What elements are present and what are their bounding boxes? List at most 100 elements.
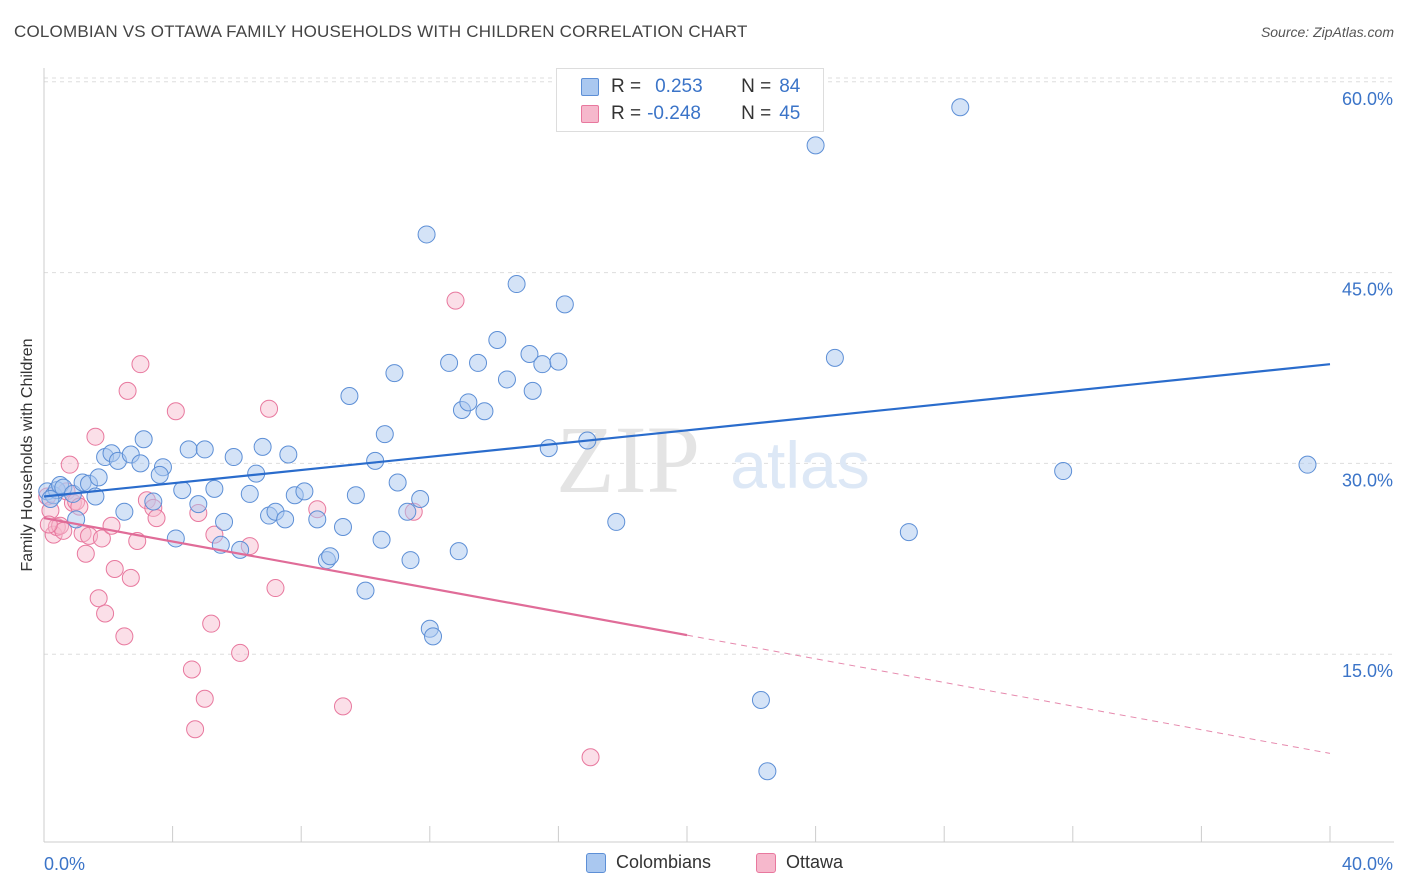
colombians-point	[388, 473, 407, 492]
r-value: -0.248	[647, 103, 701, 124]
colombians-point	[166, 529, 185, 548]
y-tick-label: 45.0%	[1342, 280, 1393, 300]
colombians-point	[497, 370, 516, 389]
n-value: 84	[779, 76, 801, 97]
colombians-point	[253, 437, 272, 456]
ottawa-swatch	[756, 852, 776, 873]
colombians-point	[507, 275, 526, 294]
y-tick-label: 60.0%	[1342, 89, 1393, 109]
ottawa-point	[60, 455, 79, 474]
ottawa-point	[131, 355, 150, 374]
colombians-point	[401, 551, 420, 570]
ottawa-swatch	[581, 105, 599, 123]
colombians-point	[539, 439, 558, 458]
y-tick-label: 30.0%	[1342, 470, 1393, 490]
colombians-point	[356, 581, 375, 600]
ottawa-points	[38, 291, 600, 767]
ottawa-trend-extension	[686, 634, 1331, 754]
ottawa-point	[186, 720, 205, 739]
colombians-trend-line	[43, 363, 1331, 498]
ottawa-point	[147, 509, 166, 528]
legend-item-ottawa: Ottawa	[756, 852, 843, 873]
colombians-point	[806, 136, 825, 155]
stats-row-ottawa: R = -0.248 N = 45	[581, 102, 800, 126]
colombians-point	[751, 690, 770, 709]
colombians-swatch	[586, 852, 606, 873]
ottawa-point	[333, 697, 352, 716]
colombians-point	[276, 510, 295, 529]
ottawa-point	[92, 529, 111, 548]
axes	[43, 68, 1394, 843]
colombians-point	[899, 523, 918, 542]
colombians-point	[205, 479, 224, 498]
colombians-point	[144, 492, 163, 511]
colombians-point	[1298, 455, 1317, 474]
trend-lines	[43, 363, 1331, 754]
colombians-point	[308, 510, 327, 529]
colombians-point	[440, 353, 459, 372]
r-label: R =	[611, 103, 642, 124]
watermark-zip: ZIP	[556, 406, 700, 513]
ottawa-point	[182, 660, 201, 679]
chart-title: COLOMBIAN VS OTTAWA FAMILY HOUSEHOLDS WI…	[14, 22, 748, 41]
colombians-point	[555, 295, 574, 314]
colombians-point	[758, 762, 777, 781]
colombians-point	[134, 430, 153, 449]
colombians-point	[295, 482, 314, 501]
ottawa-point	[86, 427, 105, 446]
colombians-point	[333, 518, 352, 536]
x-tick-label: 0.0%	[44, 854, 85, 874]
colombians-swatch	[581, 78, 599, 96]
axis-tick-labels: 15.0% 30.0% 45.0% 60.0% 0.0% 40.0%	[44, 89, 1393, 874]
stats-row-colombians: R = 0.253 N = 84	[581, 75, 800, 99]
watermark-atlas: atlas	[730, 428, 869, 502]
ottawa-point	[195, 689, 214, 708]
colombians-point	[417, 225, 436, 244]
colombians-point	[340, 386, 359, 405]
y-tick-label: 15.0%	[1342, 661, 1393, 681]
colombians-point	[173, 481, 192, 500]
colombians-point	[375, 425, 394, 444]
ottawa-point	[266, 579, 285, 598]
ottawa-point	[115, 627, 134, 646]
colombians-point	[321, 547, 340, 566]
n-label: N =	[741, 76, 772, 97]
colombians-point	[520, 345, 539, 364]
colombians-point	[449, 542, 468, 561]
ottawa-point	[231, 643, 250, 662]
colombians-point	[89, 468, 108, 487]
r-label: R =	[611, 76, 642, 97]
colombians-point	[115, 502, 134, 521]
ottawa-point	[96, 604, 115, 623]
colombians-point	[951, 98, 970, 117]
colombians-point	[533, 355, 552, 374]
colombians-point	[607, 512, 626, 531]
n-value: 45	[779, 103, 801, 124]
ottawa-point	[166, 402, 185, 421]
colombians-point	[224, 448, 243, 467]
colombians-point	[825, 348, 844, 367]
ottawa-point	[118, 381, 137, 400]
colombians-point	[523, 381, 542, 400]
colombians-point	[459, 393, 478, 412]
ottawa-trend-line	[43, 517, 688, 637]
ottawa-point	[105, 559, 124, 578]
colombians-point	[215, 512, 234, 531]
colombians-point	[240, 484, 259, 503]
colombians-point	[475, 402, 494, 421]
n-label: N =	[741, 103, 772, 124]
ottawa-point	[260, 399, 279, 418]
ottawa-point	[581, 748, 600, 767]
ottawa-point	[446, 291, 465, 310]
ottawa-point	[121, 568, 140, 587]
colombians-point	[488, 331, 507, 350]
ottawa-point	[76, 544, 95, 563]
colombians-point	[279, 445, 298, 464]
colombians-point	[411, 490, 430, 509]
colombians-point	[131, 454, 150, 473]
colombians-point	[549, 352, 568, 371]
colombians-point	[469, 353, 488, 372]
colombians-point	[41, 490, 60, 509]
colombians-point	[385, 364, 404, 383]
